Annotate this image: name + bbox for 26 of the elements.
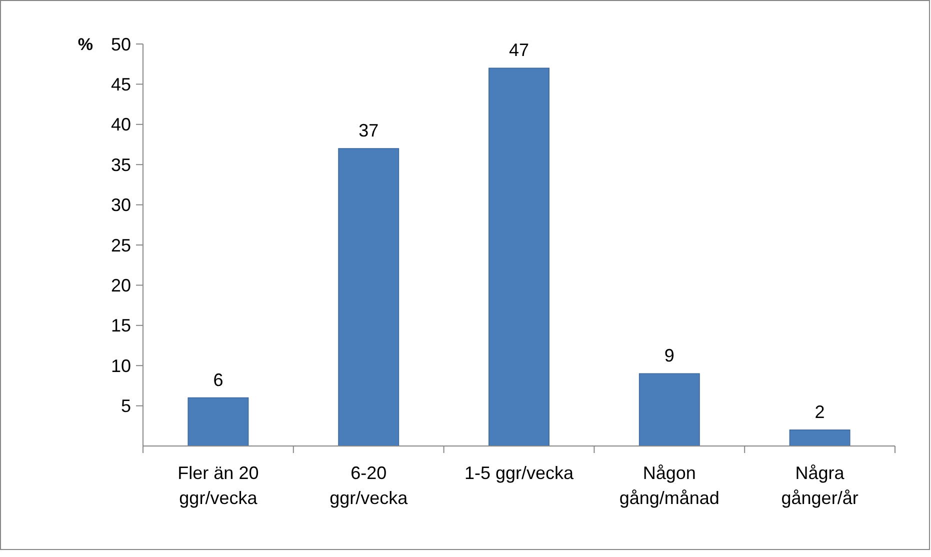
- data-label: 47: [508, 40, 530, 60]
- y-tick-label: 50: [110, 34, 131, 54]
- x-tick-label: Några gånger/år: [781, 463, 858, 508]
- x-tick-label: 1-5 ggr/vecka: [464, 463, 575, 483]
- y-tick-label: 45: [110, 74, 131, 94]
- y-tick-label: 5: [120, 396, 131, 416]
- y-tick-label: 35: [110, 154, 131, 175]
- x-tick-label: Någon gång/månad: [619, 463, 720, 508]
- y-tick-label: 40: [110, 114, 131, 135]
- bar: [638, 373, 700, 446]
- x-tick-label: Fler än 20 ggr/vecka: [178, 463, 259, 508]
- y-axis-title: %: [78, 34, 93, 54]
- y-tick-label: 30: [110, 195, 131, 216]
- bar: [789, 430, 850, 446]
- y-tick-label: 20: [110, 276, 131, 296]
- y-tick-label: 25: [110, 235, 131, 256]
- data-label: 2: [814, 402, 825, 422]
- x-tick-label: 6-20 ggr/vecka: [330, 463, 409, 508]
- data-label: 37: [358, 120, 379, 141]
- data-label: 9: [664, 346, 674, 366]
- data-label: 6: [213, 370, 224, 390]
- bar: [488, 68, 550, 446]
- y-tick-label: 15: [110, 316, 131, 336]
- bar: [188, 397, 249, 446]
- y-tick-label: 10: [110, 356, 131, 376]
- bar: [338, 148, 400, 446]
